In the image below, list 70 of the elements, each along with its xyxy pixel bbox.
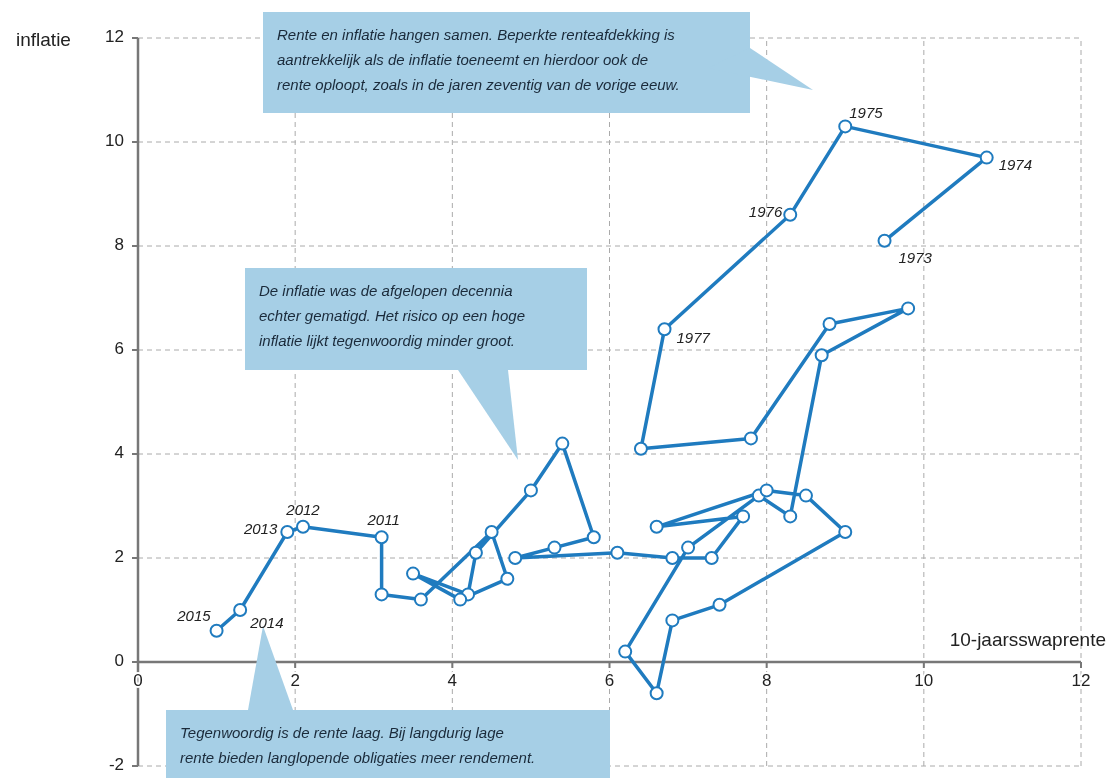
annotation: 2015 [176,606,212,624]
point [468,545,483,560]
point [500,571,515,586]
point [649,686,664,701]
annotation: 1975 [849,104,884,122]
annotation: 2014 [249,613,284,631]
annotation: 1977 [676,329,711,347]
x-tick-label: 8 [761,671,772,690]
point [877,233,892,248]
point [712,597,727,612]
x-tick-label: 2 [290,671,300,690]
x-tick-label: 10 [914,671,934,690]
annotation: 2011 [366,511,400,529]
point [413,592,428,607]
point [736,509,751,524]
annotation: 1976 [748,202,783,220]
point [374,530,389,545]
point [586,530,601,545]
x-tick-label: 12 [1071,671,1091,690]
point [783,509,798,524]
point [296,519,311,534]
point [508,551,523,565]
annotation: 1973 [898,248,933,266]
point [979,150,994,165]
point [822,317,837,331]
y-tick-label: 8 [114,235,124,255]
point [547,540,562,555]
y-tick-label: -2 [108,755,124,775]
point [759,483,774,498]
annotation: 1974 [998,155,1033,173]
point [681,540,696,555]
point [610,545,625,560]
annotation: Rente en inflatie hangen samen. Beperkte renteafdekking is aantrekkelijk als de inflatie toeneemt en hierdoor ook de rente oploopt, zoals in de jaren zeventig van de vorige eeuw. [277,26,680,93]
x-tick-label: 6 [604,671,615,690]
point [374,587,389,602]
point [743,431,758,446]
annotation: 2013 [242,519,278,537]
y-tick-label: 0 [114,651,124,671]
point [665,613,680,628]
point [704,551,719,565]
point [901,301,916,316]
point [618,644,633,659]
point [406,566,421,581]
annotation: Tegenwoordig is de rente laag. Bij langdurig lage rente bieden langlopende obligaties meer rendement. [180,724,536,766]
point [633,441,648,456]
point [280,525,295,539]
point [838,119,853,134]
y-tick-label: 6 [114,339,124,359]
point [783,207,798,222]
point [555,436,570,451]
point [649,519,664,534]
point [453,592,468,607]
y-tick-label: 4 [114,443,124,463]
point [209,623,224,638]
annotation: 2012 [285,500,321,518]
annotation: De inflatie was de afgelopen decennia echter gematigd. Het risico op een hoge inflatie lijkt tegenwoordig minder groot. [259,282,525,349]
x-axis-title: 10-jaarsswaprente [949,629,1106,650]
point [484,525,499,539]
x-tick-label: 4 [447,671,458,690]
point [838,525,853,539]
point [657,322,672,337]
point [665,551,680,565]
y-tick-label: 10 [105,131,124,151]
y-tick-label: 2 [114,547,124,567]
y-tick-label: 12 [105,27,124,47]
point [814,348,829,363]
y-axis-title: inflatie [16,29,71,50]
point [798,488,813,503]
point [523,483,538,498]
point [233,603,248,617]
